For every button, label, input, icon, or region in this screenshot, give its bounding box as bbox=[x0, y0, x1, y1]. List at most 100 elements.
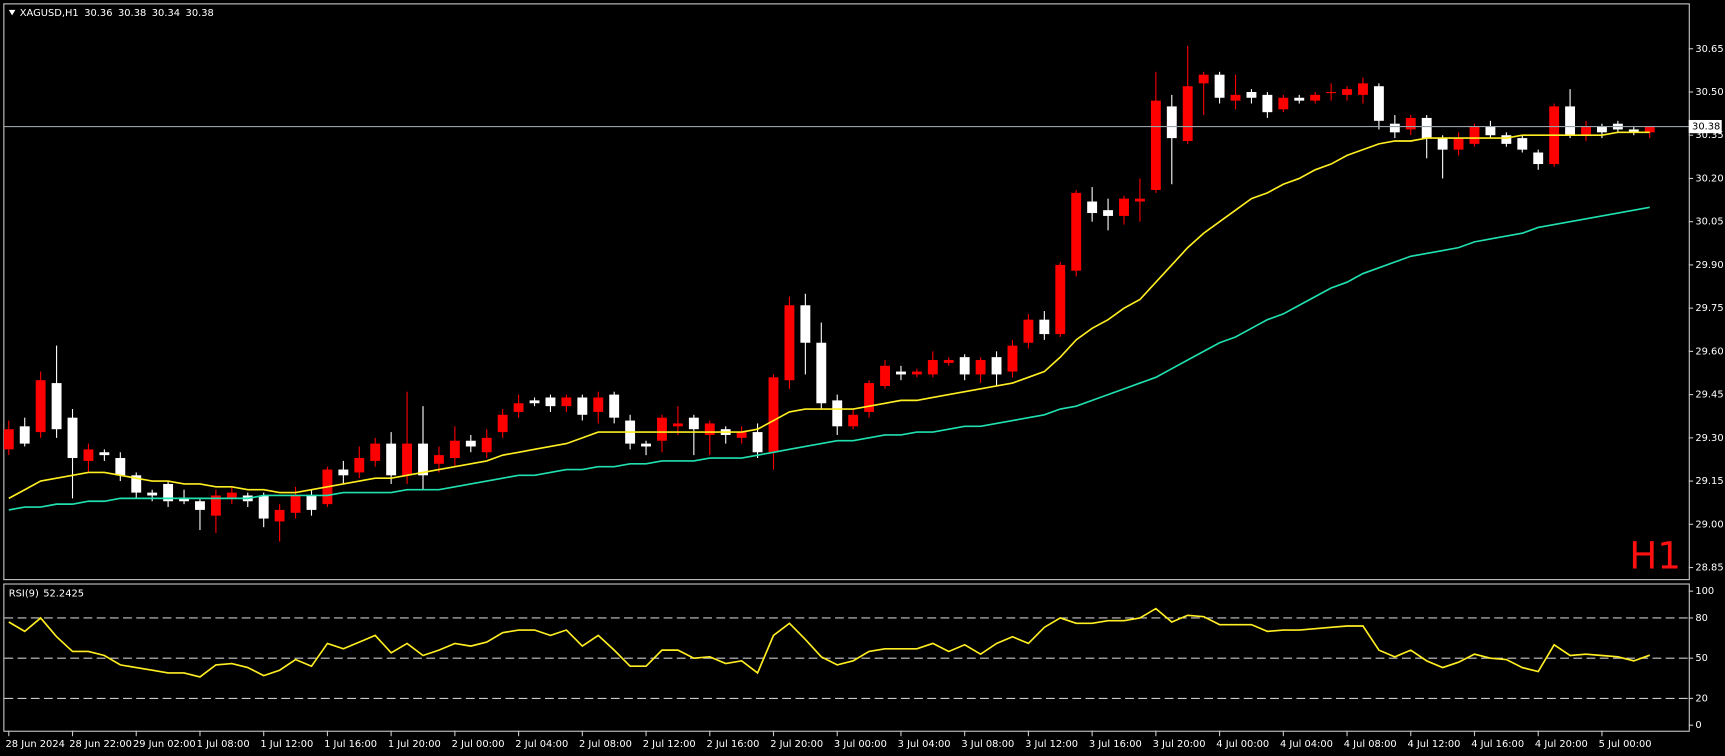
candle-body bbox=[593, 397, 604, 412]
candle-body bbox=[370, 443, 381, 461]
candle-body bbox=[306, 495, 317, 510]
x-tick-label: 2 Jul 20:00 bbox=[770, 739, 823, 750]
candle-body bbox=[1039, 319, 1050, 335]
x-tick-label: 1 Jul 16:00 bbox=[324, 739, 377, 750]
candle-body bbox=[1023, 319, 1034, 343]
candle-body bbox=[3, 429, 14, 450]
candle-body bbox=[577, 397, 588, 415]
candle-body bbox=[864, 383, 875, 412]
candle-body bbox=[561, 397, 572, 407]
candle-body bbox=[1071, 192, 1082, 271]
candle-body bbox=[959, 357, 970, 375]
x-tick-label: 2 Jul 00:00 bbox=[452, 739, 505, 750]
x-tick-label: 5 Jul 00:00 bbox=[1599, 739, 1652, 750]
candle-body bbox=[1294, 97, 1305, 101]
candle-body bbox=[609, 394, 620, 418]
candle-body bbox=[1342, 89, 1352, 95]
rsi-title: RSI(9) 52.2425 bbox=[9, 588, 84, 599]
ohlc-high: 30.38 bbox=[118, 8, 146, 19]
y-tick-label: 29.15 bbox=[1695, 476, 1723, 487]
bid-box bbox=[1688, 119, 1722, 134]
ohlc-low: 30.34 bbox=[152, 8, 180, 19]
candle-body bbox=[19, 426, 30, 444]
rsi-tick-label: 0 bbox=[1695, 720, 1701, 731]
x-tick-label: 4 Jul 12:00 bbox=[1407, 739, 1460, 750]
candle-body bbox=[1565, 106, 1576, 136]
x-tick-label: 28 Jun 2024 bbox=[5, 739, 64, 750]
x-tick-label: 3 Jul 12:00 bbox=[1025, 739, 1078, 750]
candle-body bbox=[768, 377, 779, 453]
rsi-name: RSI(9) bbox=[9, 588, 39, 599]
candle-body bbox=[1533, 152, 1544, 165]
candle-body bbox=[35, 380, 46, 433]
rsi-tick-label: 20 bbox=[1695, 693, 1708, 704]
x-tick-label: 4 Jul 04:00 bbox=[1280, 739, 1333, 750]
candle-body bbox=[386, 443, 397, 476]
menu-triangle bbox=[8, 9, 16, 16]
x-tick-label: 3 Jul 16:00 bbox=[1089, 739, 1142, 750]
candle-body bbox=[258, 495, 269, 519]
candle-body bbox=[880, 365, 890, 386]
x-tick-label: 1 Jul 20:00 bbox=[388, 739, 441, 750]
candle-body bbox=[800, 305, 811, 343]
candle-body bbox=[1103, 210, 1114, 216]
candle-body bbox=[1134, 198, 1145, 202]
rsi-value: 52.2425 bbox=[43, 588, 84, 599]
rsi-tick-label: 80 bbox=[1695, 613, 1708, 624]
main-pane bbox=[3, 3, 1690, 581]
candle-body bbox=[1326, 91, 1337, 94]
candle-body bbox=[290, 495, 301, 513]
candle-body bbox=[1310, 94, 1321, 101]
candle-body bbox=[274, 509, 285, 522]
y-tick-label: 30.05 bbox=[1695, 217, 1723, 228]
y-tick-label: 29.75 bbox=[1695, 303, 1723, 314]
x-tick-label: 28 Jun 22:00 bbox=[69, 739, 132, 750]
x-tick-label: 2 Jul 12:00 bbox=[643, 739, 696, 750]
candle-body bbox=[1087, 201, 1098, 214]
candle-body bbox=[943, 360, 954, 363]
candle-body bbox=[147, 492, 158, 496]
x-tick-label: 3 Jul 08:00 bbox=[961, 739, 1014, 750]
candle-body bbox=[991, 357, 1002, 375]
candle-body bbox=[163, 483, 174, 502]
candle-body bbox=[1453, 138, 1464, 150]
x-tick-label: 4 Jul 00:00 bbox=[1216, 739, 1269, 750]
x-tick-label: 1 Jul 08:00 bbox=[197, 739, 250, 750]
y-tick-label: 29.00 bbox=[1695, 519, 1723, 530]
x-tick-label: 4 Jul 20:00 bbox=[1535, 739, 1588, 750]
candle-body bbox=[513, 403, 524, 412]
ohlc-close: 30.38 bbox=[186, 8, 214, 19]
candle-body bbox=[433, 455, 444, 464]
candle-body bbox=[1389, 123, 1400, 133]
candle-body bbox=[1214, 74, 1225, 98]
y-tick-label: 29.90 bbox=[1695, 260, 1723, 271]
candle-body bbox=[1628, 129, 1639, 133]
candle-body bbox=[354, 458, 365, 473]
candle-body bbox=[704, 423, 715, 435]
x-tick-label: 1 Jul 12:00 bbox=[260, 739, 313, 750]
candle-body bbox=[83, 449, 94, 461]
candle-body bbox=[1182, 86, 1193, 141]
candle-body bbox=[449, 440, 460, 459]
y-tick-label: 30.20 bbox=[1695, 173, 1723, 184]
candle-body bbox=[1278, 97, 1289, 110]
candle-body bbox=[1421, 117, 1432, 139]
candle-body bbox=[481, 437, 492, 453]
candle-body bbox=[1644, 126, 1655, 133]
candle-body bbox=[1262, 94, 1273, 113]
x-tick-label: 2 Jul 08:00 bbox=[579, 739, 632, 750]
candle-body bbox=[1596, 126, 1607, 133]
candle-body bbox=[1246, 91, 1257, 98]
candle-body bbox=[816, 342, 827, 404]
candle-body bbox=[832, 400, 843, 427]
candle-body bbox=[1358, 83, 1368, 95]
y-tick-label: 30.65 bbox=[1695, 44, 1723, 55]
y-tick-label: 29.30 bbox=[1695, 433, 1723, 444]
candle-body bbox=[465, 440, 476, 447]
candle-body bbox=[1230, 94, 1241, 101]
candle-body bbox=[975, 360, 986, 375]
rsi-line bbox=[8, 607, 1651, 678]
candle-body bbox=[338, 469, 349, 476]
